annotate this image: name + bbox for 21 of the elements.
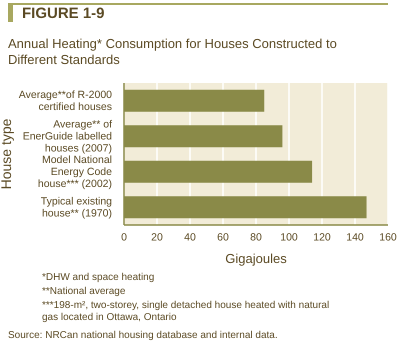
y-tick-label: Model National Energy Code house*** (2002) xyxy=(38,154,112,190)
chart-subtitle: Annual Heating* Consumption for Houses Constructed to Different Standards xyxy=(8,36,338,68)
x-tick-label: 160 xyxy=(379,231,397,244)
y-tick-label: Average**of R-2000 certified houses xyxy=(18,88,112,113)
text: **National average xyxy=(42,286,126,298)
y-axis-title: House type xyxy=(0,118,14,190)
x-tick-label: 140 xyxy=(346,231,364,244)
x-tick-label: 0 xyxy=(121,231,128,244)
text: ***198-m², two-storey, single detached house heated with natural gas located in Ottawa, Ontario xyxy=(42,300,330,324)
x-tick-label: 120 xyxy=(313,231,331,244)
x-tick-label: 80 xyxy=(250,231,262,244)
x-tick-label: 20 xyxy=(151,231,163,244)
text: *DHW and space heating xyxy=(42,272,156,284)
x-tick-label: 60 xyxy=(217,231,229,244)
y-tick-label: Average** of EnerGuide labelled houses (2007) xyxy=(22,118,112,154)
chart-title: FIGURE 1-9 xyxy=(22,5,105,22)
source-note: Source: NRCan national housing database and internal data. xyxy=(8,330,278,341)
y-tick-label: Typical existing house** (1970) xyxy=(40,195,112,220)
x-tick-label: 100 xyxy=(280,231,298,244)
x-tick-label: 40 xyxy=(184,231,196,244)
x-axis-title: Gigajoules xyxy=(225,251,288,266)
